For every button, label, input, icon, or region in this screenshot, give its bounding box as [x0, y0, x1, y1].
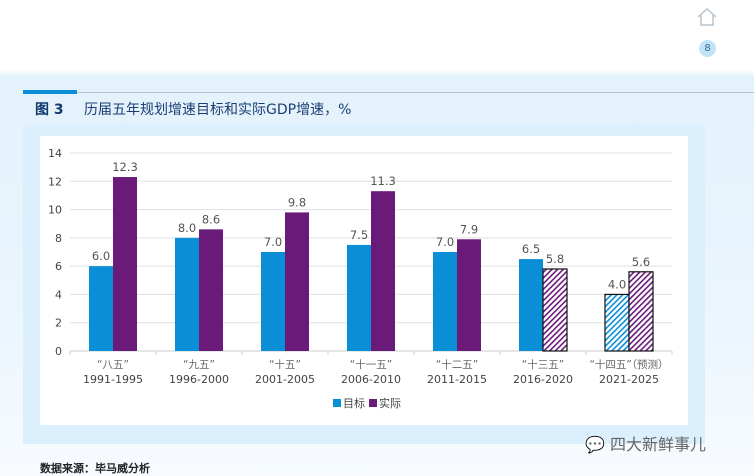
title-accent-bar	[23, 90, 77, 94]
data-label: 9.8	[288, 195, 306, 209]
bar-chart: 0 2 4 6 8 10 12 14 “八五” 1991-1995 6.0 12.3 “九五” 1996-…	[40, 136, 688, 425]
bar-目标	[519, 259, 543, 351]
x-tick-label: 2016-2020	[513, 373, 573, 386]
y-tick-label: 12	[48, 175, 62, 188]
data-label: 7.5	[350, 228, 368, 242]
data-label: 6.0	[92, 249, 110, 263]
bar-实际	[199, 229, 223, 351]
figure-label: 图 3	[35, 102, 64, 118]
watermark-text: 四大新鲜事儿	[610, 435, 707, 454]
data-label: 7.9	[460, 222, 478, 236]
y-tick-label: 0	[55, 345, 62, 358]
x-tick-label: 1996-2000	[169, 373, 229, 386]
y-tick-label: 14	[48, 147, 62, 160]
x-tick-label: “十四五”（预测）	[589, 358, 668, 371]
bar-目标	[604, 293, 630, 352]
legend-label: 目标	[343, 396, 365, 410]
bar-目标	[433, 252, 457, 351]
title-divider	[77, 92, 754, 93]
legend-swatch	[369, 399, 377, 407]
y-tick-label: 8	[55, 232, 62, 245]
data-label: 8.0	[178, 221, 196, 235]
data-label: 6.5	[522, 242, 540, 256]
bar-目标	[175, 237, 199, 351]
x-tick-label: 2021-2025	[599, 373, 659, 386]
data-label: 12.3	[112, 160, 138, 174]
bar-目标	[89, 266, 113, 351]
data-label: 7.0	[264, 235, 282, 249]
bar-目标	[261, 252, 285, 351]
y-tick-label: 2	[55, 317, 62, 330]
bar-实际	[285, 212, 309, 351]
bar-实际	[113, 177, 137, 351]
x-tick-label: “十一五”	[350, 358, 392, 371]
data-label: 5.8	[546, 252, 564, 266]
x-tick-label: “十二五”	[436, 358, 478, 371]
chart-panel: 0 2 4 6 8 10 12 14 “八五” 1991-1995 6.0 12.3 “九五” 1996-…	[23, 124, 705, 444]
bar-实际	[542, 268, 568, 352]
bar-实际	[371, 191, 395, 351]
legend-swatch	[333, 399, 341, 407]
y-tick-label: 10	[48, 204, 62, 217]
x-tick-label: “九五”	[183, 359, 215, 371]
figure-title: 历届五年规划增速目标和实际GDP增速，%	[84, 102, 352, 118]
x-tick-label: 2001-2005	[255, 373, 315, 386]
data-label: 7.0	[436, 235, 454, 249]
wechat-icon: 💬	[585, 435, 611, 454]
y-tick-label: 4	[55, 288, 62, 301]
home-icon[interactable]	[696, 6, 718, 28]
x-tick-label: “十五”	[269, 358, 301, 371]
data-label: 8.6	[202, 212, 220, 226]
x-tick-label: 2006-2010	[341, 373, 401, 386]
data-label: 11.3	[370, 174, 396, 188]
data-label: 4.0	[608, 277, 626, 291]
y-tick-label: 6	[55, 260, 62, 273]
data-label: 5.6	[632, 255, 650, 269]
x-tick-label: 2011-2015	[427, 373, 487, 386]
watermark: 💬 四大新鲜事儿	[585, 431, 706, 455]
x-tick-label: 1991-1995	[83, 373, 143, 386]
legend-label: 实际	[379, 396, 401, 410]
x-tick-label: “八五”	[97, 359, 129, 371]
data-source: 数据来源：毕马威分析	[40, 462, 150, 475]
bar-实际	[628, 271, 654, 352]
bar-目标	[347, 244, 371, 351]
bar-实际	[457, 239, 481, 351]
page-number-badge: 8	[699, 40, 716, 57]
x-tick-label: “十三五”	[522, 358, 564, 371]
